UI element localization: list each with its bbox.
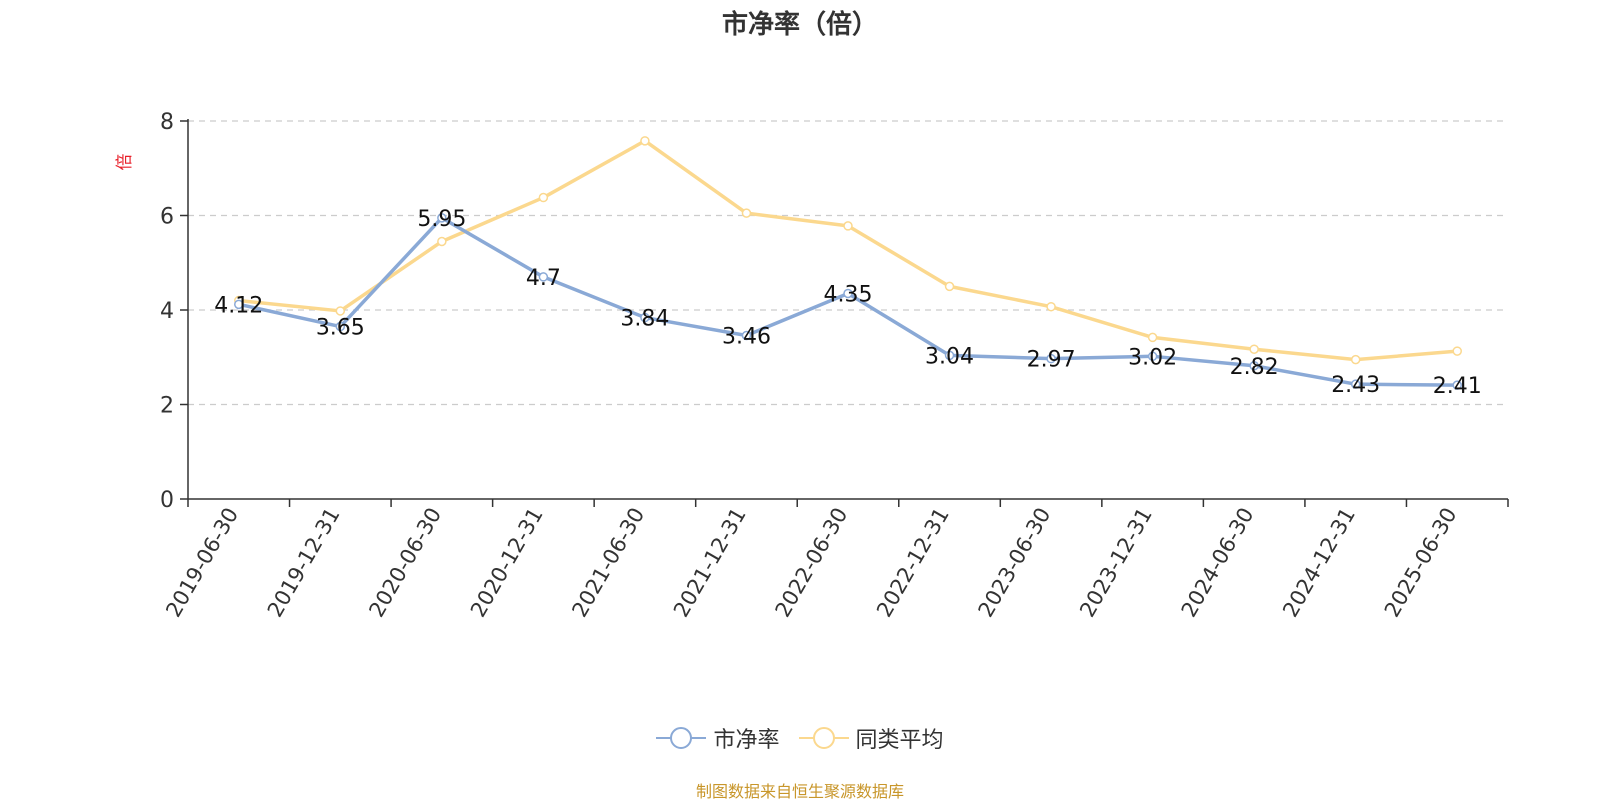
data-label: 4.12 [214, 293, 263, 318]
data-point [1452, 346, 1462, 356]
x-tick-label: 2022-12-31 [872, 504, 954, 622]
data-point [1147, 332, 1158, 343]
data-label: 4.7 [526, 266, 561, 291]
legend: 市净率 同类平均 [0, 722, 1600, 754]
data-point [1350, 354, 1361, 365]
data-point [640, 136, 650, 146]
data-point [538, 192, 549, 203]
data-point [335, 306, 346, 316]
data-point [843, 288, 853, 299]
data-label: 3.46 [722, 325, 771, 350]
legend-line-circle-icon [656, 727, 707, 749]
y-tick-label: 6 [160, 205, 174, 230]
series [234, 136, 1462, 390]
x-tick-label: 2023-06-30 [974, 504, 1056, 622]
data-source-note: 制图数据来自恒生聚源数据库 [695, 782, 904, 801]
data-point [538, 272, 549, 282]
series-line [238, 139, 1458, 362]
data-point [335, 321, 346, 332]
data-label: 3.65 [316, 316, 365, 341]
legend-label: 市净率 [713, 728, 780, 753]
data-label: 2.41 [1433, 374, 1482, 399]
data-point [944, 350, 955, 361]
chart-title: 市净率（倍） [721, 10, 878, 40]
x-tick-label: 2024-06-30 [1177, 504, 1259, 622]
data-point [437, 213, 447, 223]
x-tick-label: 2024-12-31 [1278, 504, 1360, 622]
data-point [843, 221, 853, 231]
data-point [1046, 353, 1056, 364]
data-point [741, 330, 752, 341]
x-tick-label: 2020-12-31 [466, 504, 548, 622]
data-label: 4.35 [824, 282, 873, 307]
data-point [640, 312, 650, 323]
y-tick-label: 2 [160, 394, 174, 419]
data-label: 2.97 [1027, 348, 1076, 373]
x-tick-label: 2019-06-30 [161, 504, 243, 622]
x-tick-label: 2025-06-30 [1380, 504, 1462, 622]
data-label: 3.04 [925, 344, 974, 369]
data-point [741, 208, 752, 218]
data-point [944, 281, 955, 292]
grid-lines [188, 120, 1508, 406]
x-tick-label: 2019-12-31 [263, 504, 345, 622]
y-tick-label: 0 [160, 488, 174, 513]
legend-item-peer-average[interactable]: 同类平均 [798, 722, 944, 754]
y-tick-label: 8 [160, 110, 174, 135]
data-point [1046, 301, 1056, 312]
data-label: 2.82 [1230, 355, 1279, 380]
axes: 0 2 4 6 8 倍 2019-06-30 2019-12-31 2020-06-30 2020… [115, 110, 1509, 622]
data-label: 2.43 [1331, 373, 1380, 398]
legend-label: 同类平均 [855, 728, 944, 753]
data-point [1249, 361, 1259, 371]
x-tick-label: 2021-12-31 [669, 504, 751, 622]
data-labels: 4.12 3.65 5.95 4.7 3.84 3.46 4.35 3.04 2.97 3.02 2… [214, 207, 1481, 399]
data-point [1249, 344, 1259, 354]
data-point [1350, 379, 1361, 389]
data-point [1147, 351, 1158, 362]
x-tick-label: 2022-06-30 [771, 504, 853, 622]
data-point [234, 299, 244, 310]
legend-item-pb[interactable]: 市净率 [656, 722, 780, 754]
data-label: 5.95 [417, 207, 466, 232]
y-axis-unit-label: 倍 [115, 154, 135, 171]
y-tick-label: 4 [160, 299, 174, 324]
x-tick-label: 2021-06-30 [567, 504, 649, 622]
x-tick-label: 2020-06-30 [364, 504, 446, 622]
legend-line-circle-icon [798, 727, 849, 749]
data-point [437, 236, 447, 247]
x-tick-label: 2023-12-31 [1075, 504, 1157, 622]
data-label: 3.02 [1128, 345, 1177, 370]
data-point [1452, 380, 1462, 390]
data-label: 3.84 [620, 307, 669, 332]
